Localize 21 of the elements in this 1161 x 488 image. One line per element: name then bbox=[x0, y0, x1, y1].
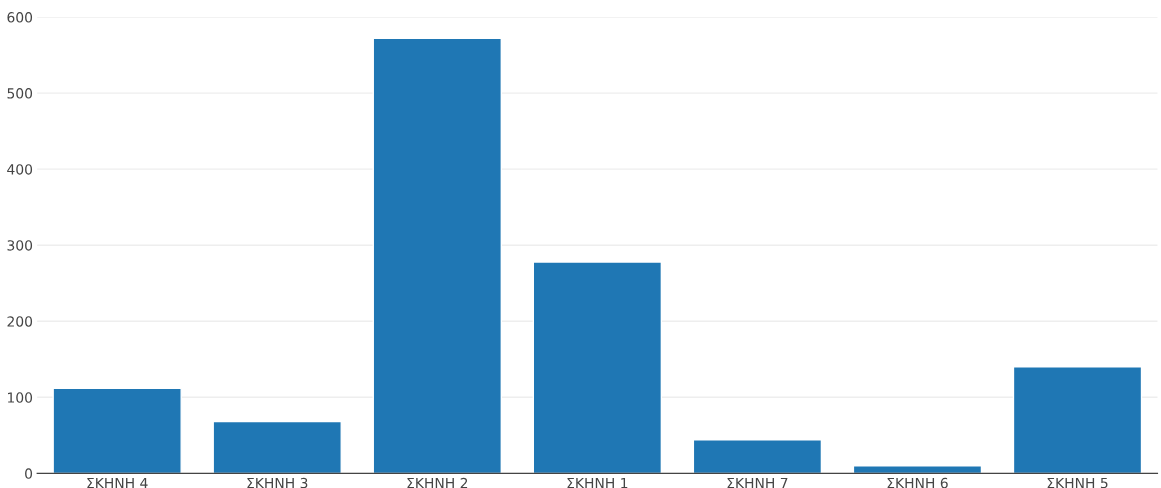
x-tick-label: ΣΚΗΝΗ 3 bbox=[247, 477, 308, 488]
bar bbox=[1012, 366, 1143, 474]
x-tick-label: ΣΚΗΝΗ 4 bbox=[87, 477, 148, 488]
x-tick-label: ΣΚΗΝΗ 1 bbox=[567, 477, 628, 488]
y-tick-label: 200 bbox=[7, 316, 33, 327]
y-tick-label: 100 bbox=[8, 392, 33, 403]
x-tick-label: ΣΚΗΝΗ 5 bbox=[1047, 477, 1108, 488]
x-tick-label: ΣΚΗΝΗ 2 bbox=[407, 477, 468, 488]
y-tick-label: 500 bbox=[7, 88, 33, 99]
y-tick-label: 600 bbox=[7, 12, 33, 23]
x-tick-label: ΣΚΗΝΗ 7 bbox=[727, 477, 788, 488]
bar bbox=[212, 420, 342, 474]
y-tick-label: 300 bbox=[7, 240, 33, 251]
bar bbox=[692, 439, 823, 474]
bar bbox=[372, 37, 502, 474]
y-tick-label: 0 bbox=[25, 468, 33, 479]
bar bbox=[852, 465, 983, 474]
bar bbox=[52, 387, 182, 474]
x-tick-label: ΣΚΗΝΗ 6 bbox=[887, 477, 948, 488]
y-tick-label: 400 bbox=[7, 164, 33, 175]
bar bbox=[532, 261, 663, 474]
